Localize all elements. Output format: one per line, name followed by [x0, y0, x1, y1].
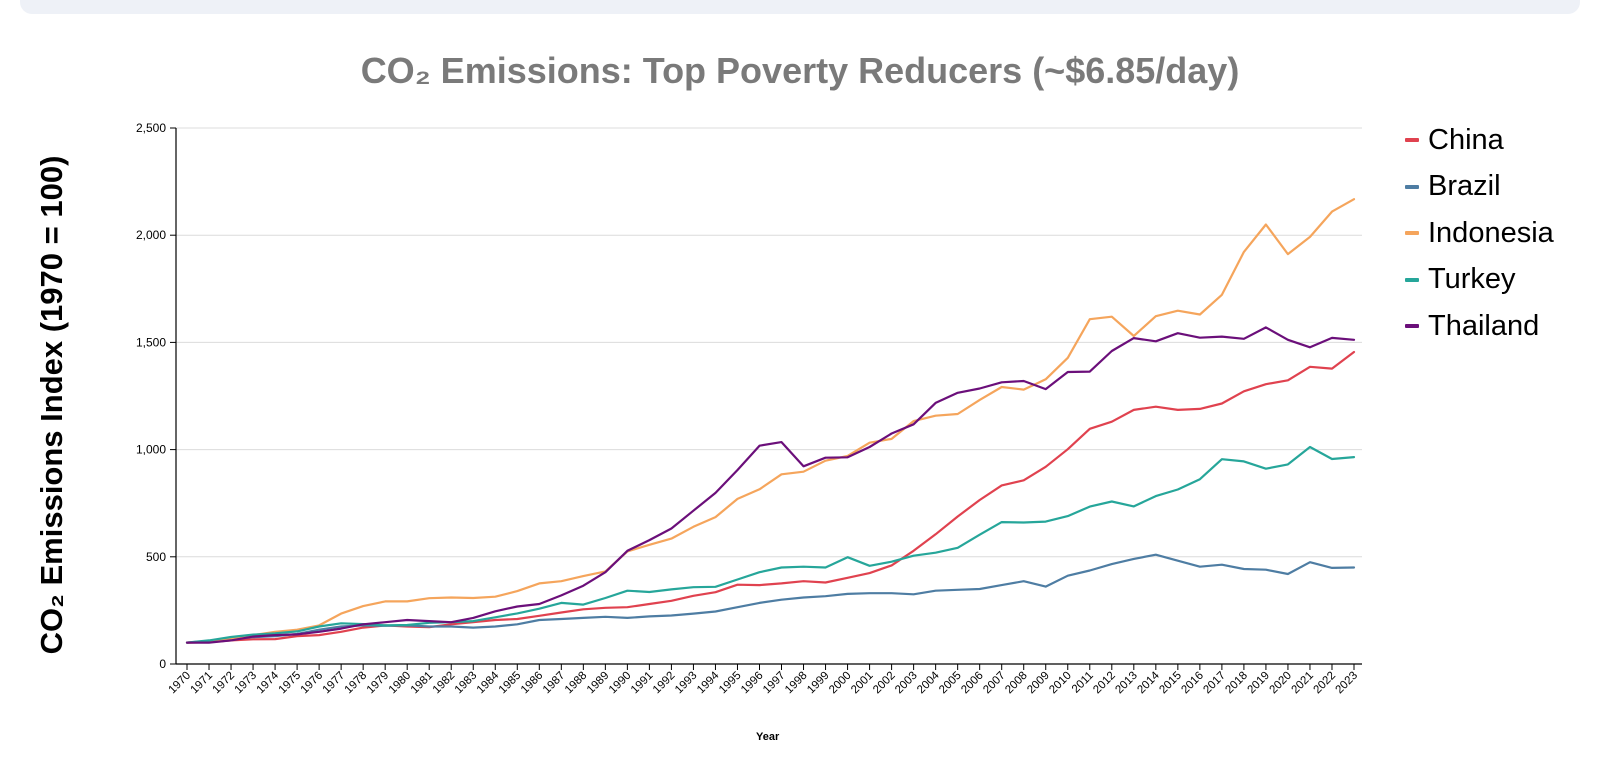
x-tick-label: 1998 [783, 670, 810, 697]
x-tick-label: 2012 [1091, 670, 1118, 697]
x-tick-label: 1972 [211, 670, 238, 697]
x-tick-label: 2018 [1223, 670, 1250, 697]
top-strip [20, 0, 1580, 14]
x-tick-label: 2007 [981, 670, 1008, 697]
x-tick-label: 1997 [761, 670, 788, 697]
x-tick-label: 1971 [189, 670, 216, 697]
x-tick-label: 1983 [453, 670, 480, 697]
x-tick-label: 1995 [717, 670, 744, 697]
chart-title: CO₂ Emissions: Top Poverty Reducers (~$6… [360, 50, 1240, 91]
legend-label: China [1428, 123, 1504, 156]
x-tick-label: 1985 [497, 670, 524, 697]
x-tick-label: 2004 [915, 669, 942, 696]
x-tick-label: 2014 [1135, 669, 1162, 696]
x-tick-label: 2000 [827, 670, 854, 697]
legend-item-china: China [1405, 117, 1554, 164]
legend-swatch [1405, 231, 1419, 236]
x-tick-label: 2008 [1003, 670, 1030, 697]
x-tick-label: 2002 [871, 670, 898, 697]
x-tick-label: 1990 [607, 670, 634, 697]
x-tick-label: 2019 [1245, 670, 1272, 697]
legend-swatch [1405, 138, 1419, 143]
x-tick-label: 2011 [1070, 670, 1096, 696]
x-tick-label: 2023 [1334, 670, 1361, 697]
legend-swatch [1405, 277, 1419, 282]
x-tick-label: 1981 [409, 670, 436, 697]
legend-item-brazil: Brazil [1405, 164, 1554, 211]
x-tick-label: 1994 [695, 669, 722, 696]
x-tick-label: 1991 [629, 670, 656, 697]
x-tick-label: 2001 [849, 670, 876, 697]
series-line-thailand [185, 326, 1356, 644]
x-axis-title: Year [756, 731, 780, 743]
x-tick-label: 2021 [1290, 670, 1317, 697]
legend-swatch [1405, 324, 1419, 329]
y-tick-label: 0 [159, 657, 166, 671]
legend-item-turkey: Turkey [1405, 257, 1554, 304]
x-tick-label: 2003 [893, 670, 920, 697]
x-tick-label: 2022 [1312, 670, 1339, 697]
x-tick-label: 2013 [1113, 670, 1140, 697]
y-axis-ticks: 0 500 1,000 1,500 2,000 2,500 [136, 121, 176, 671]
legend-item-indonesia: Indonesia [1405, 210, 1554, 257]
x-tick-label: 1977 [321, 670, 348, 697]
x-tick-label: 2005 [937, 670, 964, 697]
legend-swatch [1405, 184, 1419, 189]
x-tick-label: 1973 [233, 670, 260, 697]
x-axis-ticks: 1970197119721973197419751976197719781979… [167, 664, 1361, 697]
x-tick-label: 1982 [431, 670, 458, 697]
y-tick-label: 1,000 [136, 443, 166, 457]
x-tick-label: 2010 [1047, 670, 1074, 697]
series-lines [185, 198, 1356, 644]
legend-label: Turkey [1428, 263, 1516, 296]
y-tick-label: 1,500 [136, 335, 166, 349]
x-tick-label: 2015 [1157, 670, 1184, 697]
x-tick-label: 2016 [1179, 670, 1206, 697]
x-tick-label: 1976 [299, 670, 326, 697]
y-tick-label: 500 [146, 550, 166, 564]
legend: China Brazil Indonesia Turkey Thailand [1405, 117, 1554, 350]
x-tick-label: 1996 [739, 670, 766, 697]
x-tick-label: 2009 [1025, 670, 1052, 697]
x-tick-label: 1974 [255, 669, 282, 696]
legend-label: Brazil [1428, 170, 1501, 203]
x-tick-label: 1978 [343, 670, 370, 697]
x-tick-label: 1970 [167, 670, 194, 697]
x-tick-label: 1987 [541, 670, 568, 697]
x-tick-label: 2006 [959, 670, 986, 697]
x-tick-label: 1993 [673, 670, 700, 697]
gridlines [176, 127, 1362, 558]
x-tick-label: 1980 [387, 670, 414, 697]
x-tick-label: 1986 [519, 670, 546, 697]
series-line-indonesia [185, 198, 1356, 644]
x-tick-label: 2017 [1201, 670, 1228, 697]
series-line-china [185, 350, 1356, 644]
x-tick-label: 1988 [563, 670, 590, 697]
x-tick-label: 1975 [277, 670, 304, 697]
axes [175, 128, 1362, 665]
x-tick-label: 2020 [1267, 670, 1294, 697]
y-tick-label: 2,500 [136, 121, 166, 135]
legend-label: Thailand [1428, 309, 1540, 342]
x-tick-label: 1984 [475, 669, 502, 696]
legend-label: Indonesia [1428, 216, 1554, 249]
x-tick-label: 1992 [651, 670, 678, 697]
x-tick-label: 1989 [585, 670, 612, 697]
legend-item-thailand: Thailand [1405, 303, 1554, 350]
x-tick-label: 1999 [805, 670, 832, 697]
y-tick-label: 2,000 [136, 228, 166, 242]
x-tick-label: 1979 [365, 670, 392, 697]
series-line-turkey [185, 445, 1356, 644]
series-line-brazil [185, 553, 1356, 644]
